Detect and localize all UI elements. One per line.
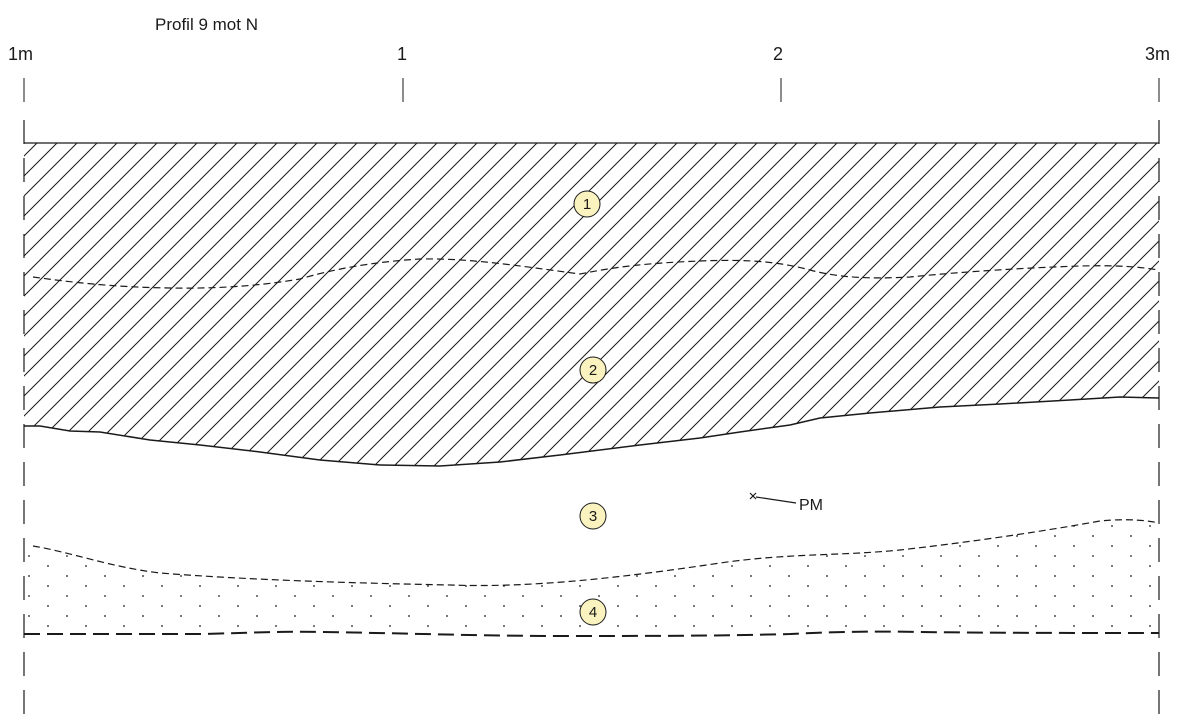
- scale-label-2: 2: [773, 44, 783, 64]
- layer-badge-1-label: 1: [583, 196, 591, 213]
- scale-label-3m: 3m: [1145, 44, 1170, 64]
- pm-marker: [749, 492, 797, 504]
- boundary-layer-1-2: [32, 258, 1160, 289]
- boundary-layer-3-4: [32, 519, 1160, 587]
- profile-title: Profil 9 mot N: [155, 15, 258, 34]
- scale-label-1m: 1m: [8, 44, 33, 64]
- dotted-fill: [24, 519, 1159, 633]
- scale-ticks: [23, 78, 1160, 102]
- boundary-layer-2-3: [24, 396, 1160, 467]
- layer-badge-3: 3: [579, 502, 607, 530]
- pm-label: PM: [799, 497, 823, 514]
- hatched-fill: [24, 143, 1159, 466]
- pm-leader-line: [755, 496, 797, 504]
- layer-badge-3-label: 3: [589, 508, 597, 525]
- layer-badge-2: 2: [579, 356, 607, 384]
- scale-label-1: 1: [397, 44, 407, 64]
- bottom-boundary-line: [24, 630, 1160, 638]
- layer-badge-4: 4: [579, 598, 607, 626]
- layer-badge-4-label: 4: [589, 604, 597, 621]
- layer-badge-2-label: 2: [589, 362, 597, 379]
- layer-badge-1: 1: [573, 190, 601, 218]
